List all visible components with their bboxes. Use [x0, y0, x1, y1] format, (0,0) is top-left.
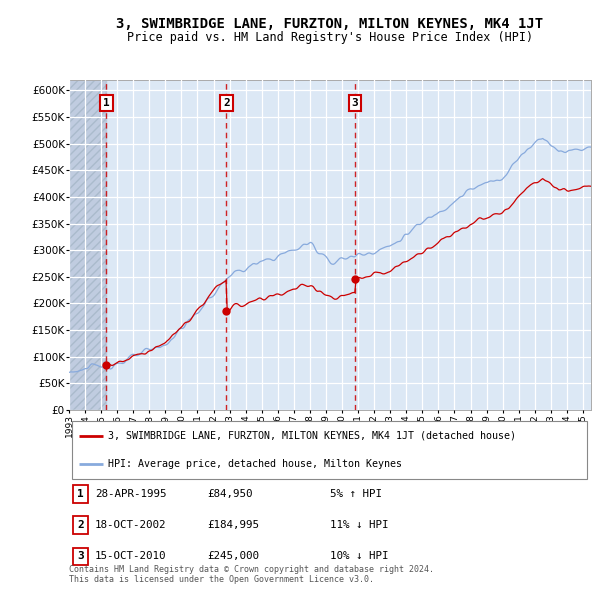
FancyBboxPatch shape	[73, 485, 88, 503]
Text: 3, SWIMBRIDGE LANE, FURZTON, MILTON KEYNES, MK4 1JT (detached house): 3, SWIMBRIDGE LANE, FURZTON, MILTON KEYN…	[108, 431, 516, 441]
Bar	[69, 80, 106, 410]
Text: 5% ↑ HPI: 5% ↑ HPI	[330, 489, 382, 499]
FancyBboxPatch shape	[71, 421, 587, 479]
FancyBboxPatch shape	[73, 516, 88, 534]
Text: 15-OCT-2010: 15-OCT-2010	[95, 552, 166, 561]
Text: 10% ↓ HPI: 10% ↓ HPI	[330, 552, 389, 561]
Text: 11% ↓ HPI: 11% ↓ HPI	[330, 520, 389, 530]
Bar	[69, 80, 106, 410]
Text: 3: 3	[77, 552, 84, 561]
Text: HPI: Average price, detached house, Milton Keynes: HPI: Average price, detached house, Milt…	[108, 459, 402, 469]
Text: 28-APR-1995: 28-APR-1995	[95, 489, 166, 499]
Text: Contains HM Land Registry data © Crown copyright and database right 2024.
This d: Contains HM Land Registry data © Crown c…	[69, 565, 434, 584]
FancyBboxPatch shape	[73, 548, 88, 565]
Text: 3, SWIMBRIDGE LANE, FURZTON, MILTON KEYNES, MK4 1JT: 3, SWIMBRIDGE LANE, FURZTON, MILTON KEYN…	[116, 17, 544, 31]
Text: £84,950: £84,950	[207, 489, 253, 499]
Text: £245,000: £245,000	[207, 552, 259, 561]
Text: £184,995: £184,995	[207, 520, 259, 530]
Text: 1: 1	[77, 489, 84, 499]
Text: 3: 3	[352, 98, 358, 108]
Text: Price paid vs. HM Land Registry's House Price Index (HPI): Price paid vs. HM Land Registry's House …	[127, 31, 533, 44]
Text: 18-OCT-2002: 18-OCT-2002	[95, 520, 166, 530]
Text: 2: 2	[223, 98, 230, 108]
Text: 2: 2	[77, 520, 84, 530]
Text: 1: 1	[103, 98, 110, 108]
